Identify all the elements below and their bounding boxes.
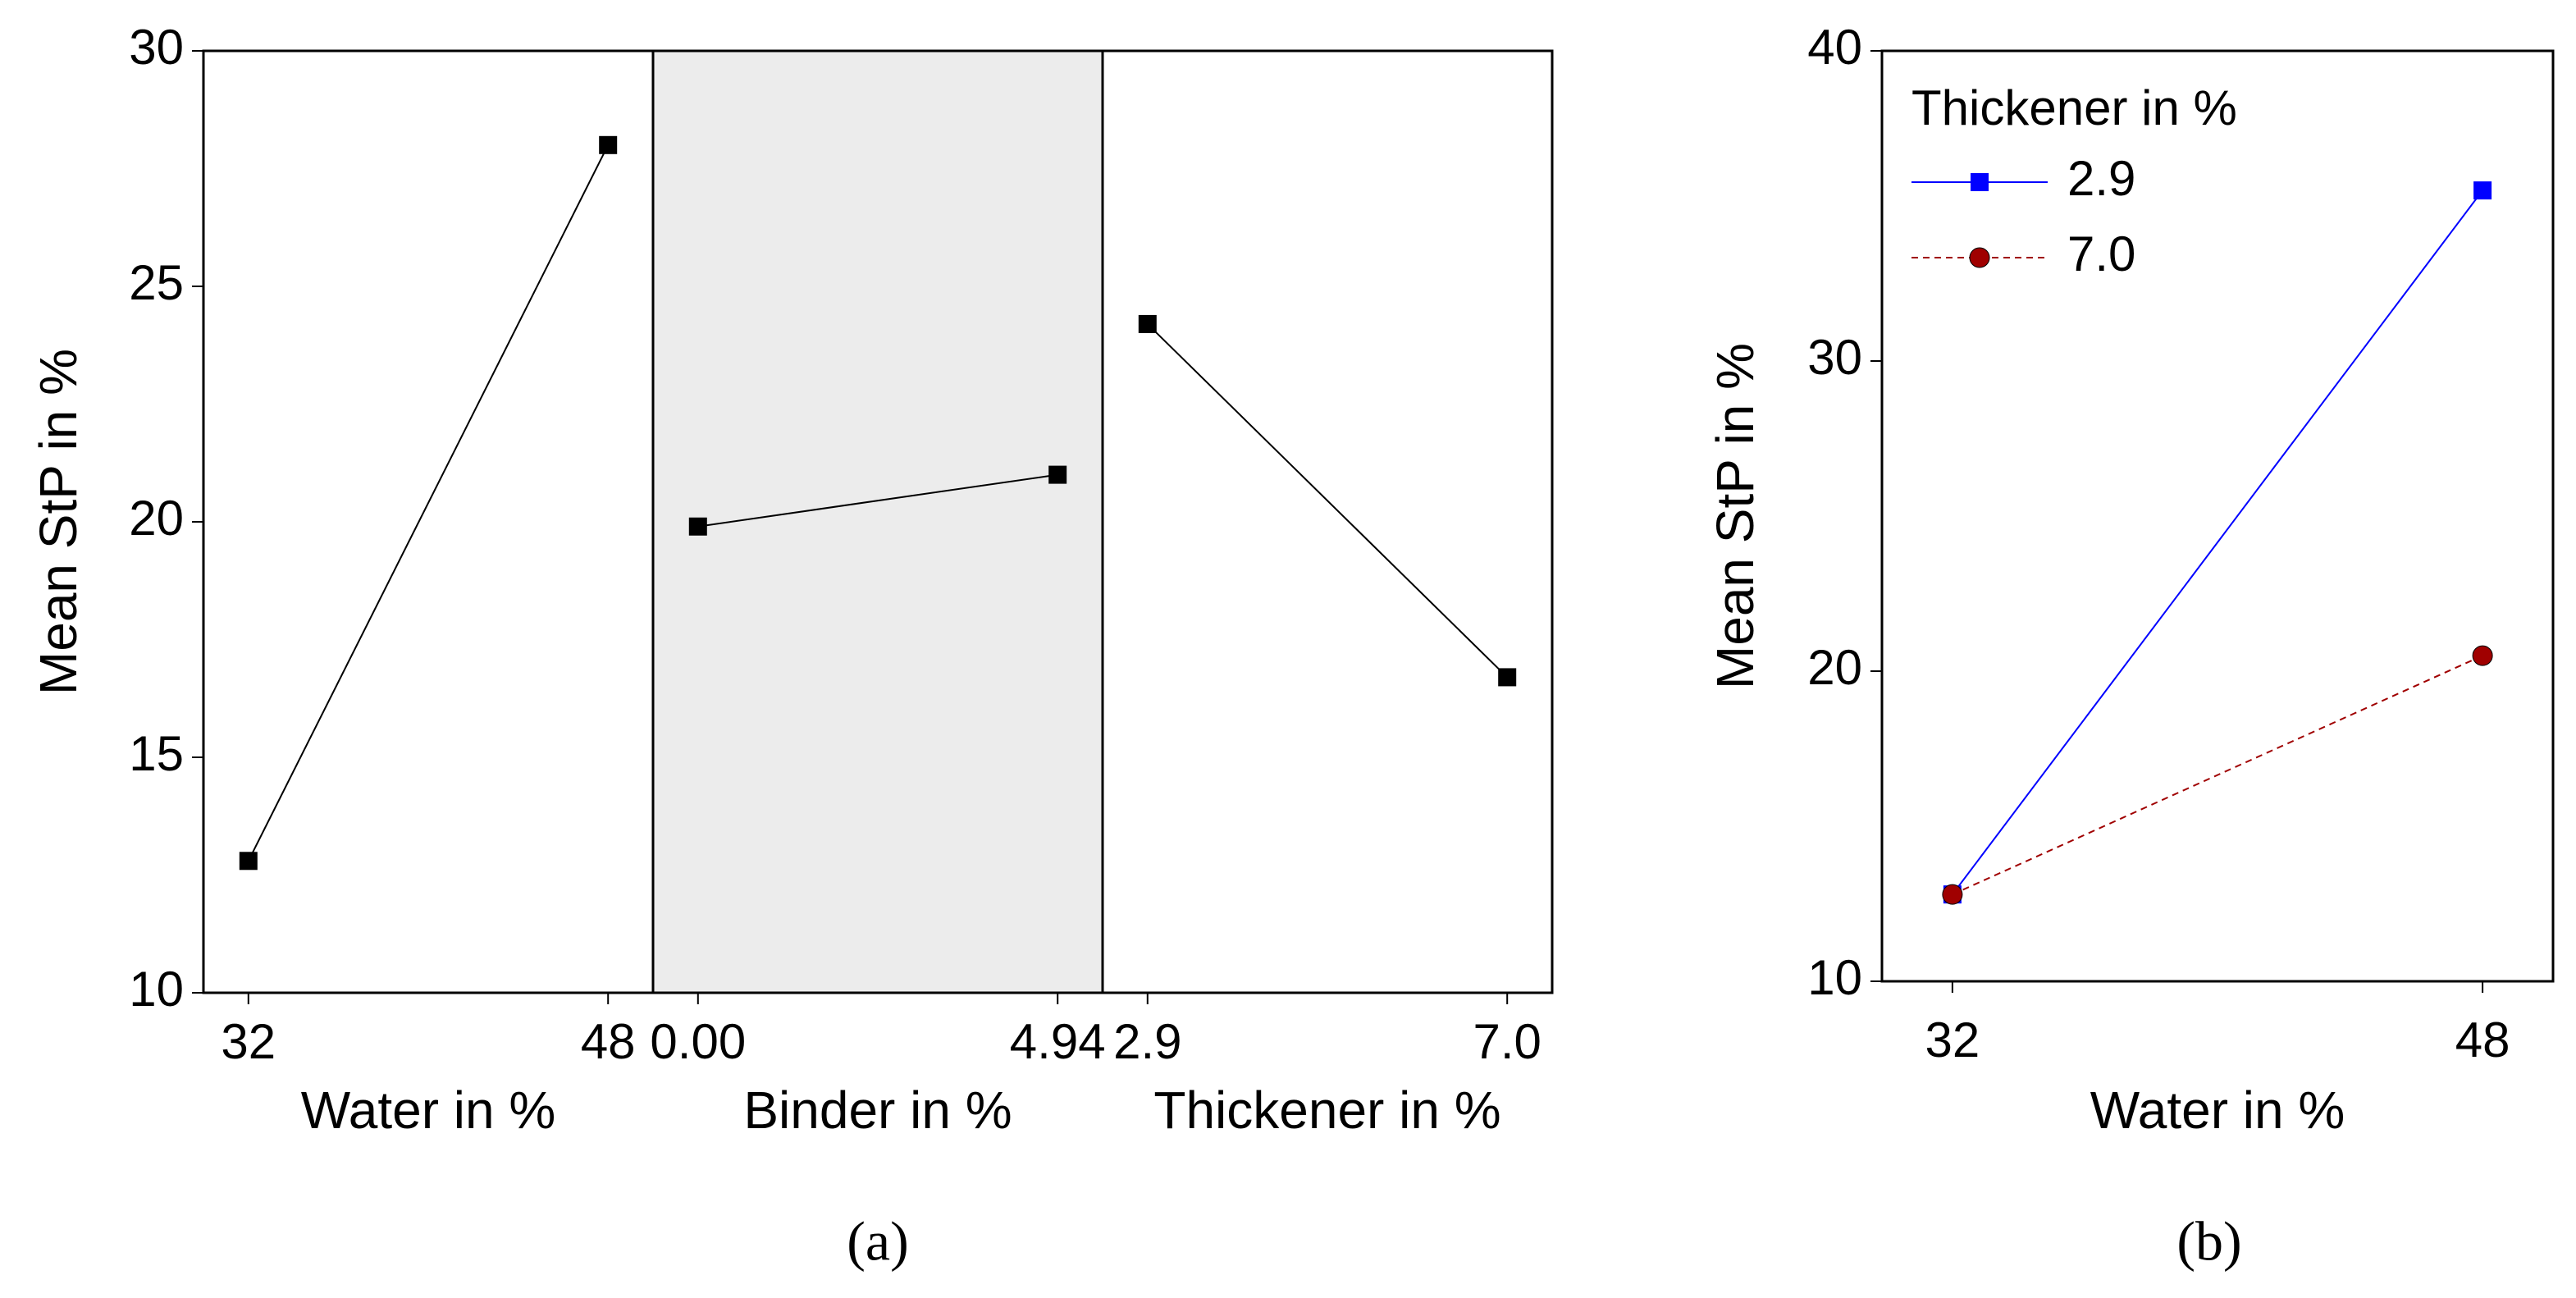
panel-background [653,51,1103,993]
y-tick-label: 10 [129,962,184,1017]
legend-marker [1969,247,1990,268]
y-tick-label: 20 [129,491,184,546]
marker [1942,884,1963,905]
marker [1048,465,1067,484]
effect-line [1147,323,1508,679]
y-tick-label: 25 [129,255,184,310]
x-axis-label: Water in % [301,1081,556,1140]
x-tick-label: 32 [221,1014,276,1069]
y-tick-label: 30 [129,20,184,75]
y-axis-label: Mean StP in % [29,349,88,695]
marker [1138,314,1157,333]
caption: (b) [2176,1210,2241,1273]
y-tick-label: 30 [1807,330,1862,385]
marker [1498,668,1517,687]
legend-title: Thickener in % [1911,80,2237,135]
legend-label: 7.0 [2067,226,2135,281]
series-line [1952,655,2483,896]
x-tick-label: 48 [581,1014,636,1069]
marker [2472,645,2493,666]
x-tick-label: 48 [2455,1012,2510,1067]
x-tick-label: 2.9 [1113,1014,1181,1069]
x-tick-label: 4.94 [1010,1014,1106,1069]
caption: (a) [847,1210,908,1273]
marker [2473,181,2492,200]
y-tick-label: 10 [1807,950,1862,1005]
x-tick-label: 0.00 [650,1014,746,1069]
y-tick-label: 20 [1807,640,1862,695]
x-tick-label: 32 [1925,1012,1980,1067]
effect-line [697,473,1058,528]
y-tick-label: 15 [129,726,184,781]
plot-frame [202,49,1554,994]
series-line [1952,190,2483,895]
x-axis-label: Thickener in % [1153,1081,1500,1140]
effect-line [247,144,610,862]
marker [239,852,258,871]
marker [599,135,618,154]
x-axis-label: Water in % [2090,1081,2345,1140]
x-tick-label: 7.0 [1473,1014,1541,1069]
plot-frame [1880,49,2555,983]
marker [688,517,707,536]
legend-marker [1971,173,1989,191]
y-axis-label: Mean StP in % [1706,343,1765,689]
y-tick-label: 40 [1807,20,1862,75]
legend-label: 2.9 [2067,151,2135,206]
x-axis-label: Binder in % [743,1081,1012,1140]
